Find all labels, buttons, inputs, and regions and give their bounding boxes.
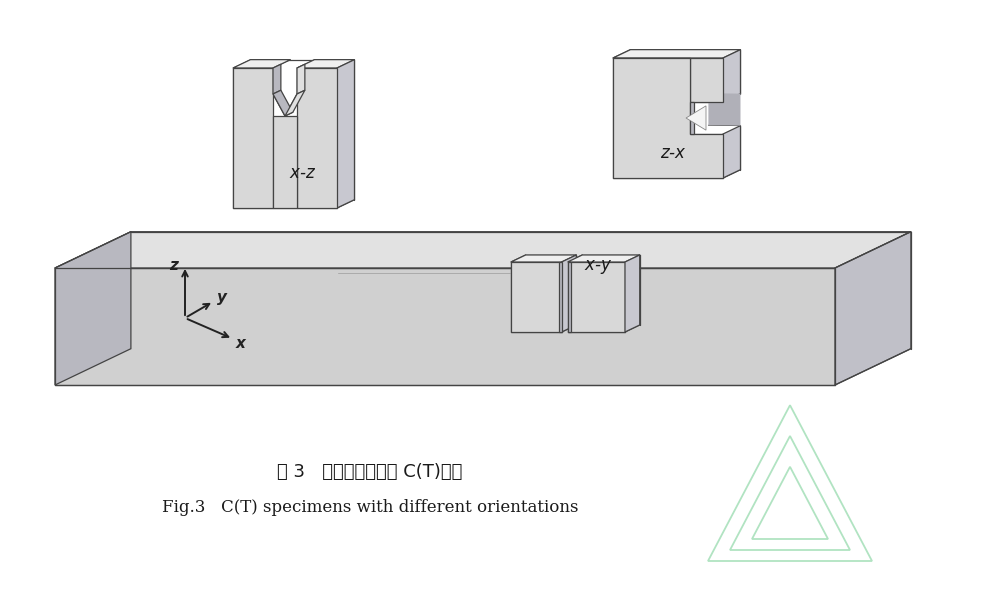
Polygon shape (723, 126, 741, 178)
Text: Fig.3   C(T) specimens with different orientations: Fig.3 C(T) specimens with different orie… (161, 500, 578, 516)
Text: $x$-$z$: $x$-$z$ (289, 164, 317, 182)
Polygon shape (55, 232, 911, 268)
Polygon shape (297, 68, 337, 208)
Polygon shape (567, 255, 640, 262)
Polygon shape (558, 262, 561, 332)
Text: 图 3   不同测试方向的 C(T)试样: 图 3 不同测试方向的 C(T)试样 (277, 463, 462, 481)
Polygon shape (273, 64, 281, 94)
Polygon shape (723, 50, 741, 102)
Text: $x$-$y$: $x$-$y$ (584, 258, 612, 276)
Polygon shape (511, 262, 561, 332)
Polygon shape (273, 116, 297, 208)
Polygon shape (561, 255, 576, 332)
Polygon shape (835, 232, 911, 385)
Polygon shape (511, 255, 576, 262)
Polygon shape (297, 60, 354, 68)
Polygon shape (613, 50, 741, 58)
Polygon shape (297, 64, 305, 94)
Polygon shape (690, 102, 694, 134)
Polygon shape (55, 268, 835, 385)
Polygon shape (233, 60, 290, 68)
Text: x: x (236, 336, 246, 351)
Polygon shape (55, 232, 131, 385)
Polygon shape (233, 68, 273, 208)
Polygon shape (285, 90, 305, 116)
Polygon shape (613, 58, 723, 102)
Polygon shape (709, 93, 741, 126)
Polygon shape (337, 60, 354, 208)
Text: y: y (217, 290, 227, 305)
Polygon shape (567, 262, 625, 332)
Polygon shape (273, 90, 293, 116)
Text: $z$-$x$: $z$-$x$ (659, 144, 686, 162)
Polygon shape (686, 106, 706, 130)
Polygon shape (567, 262, 570, 332)
Polygon shape (625, 255, 640, 332)
Polygon shape (613, 58, 723, 178)
Text: z: z (169, 258, 178, 273)
